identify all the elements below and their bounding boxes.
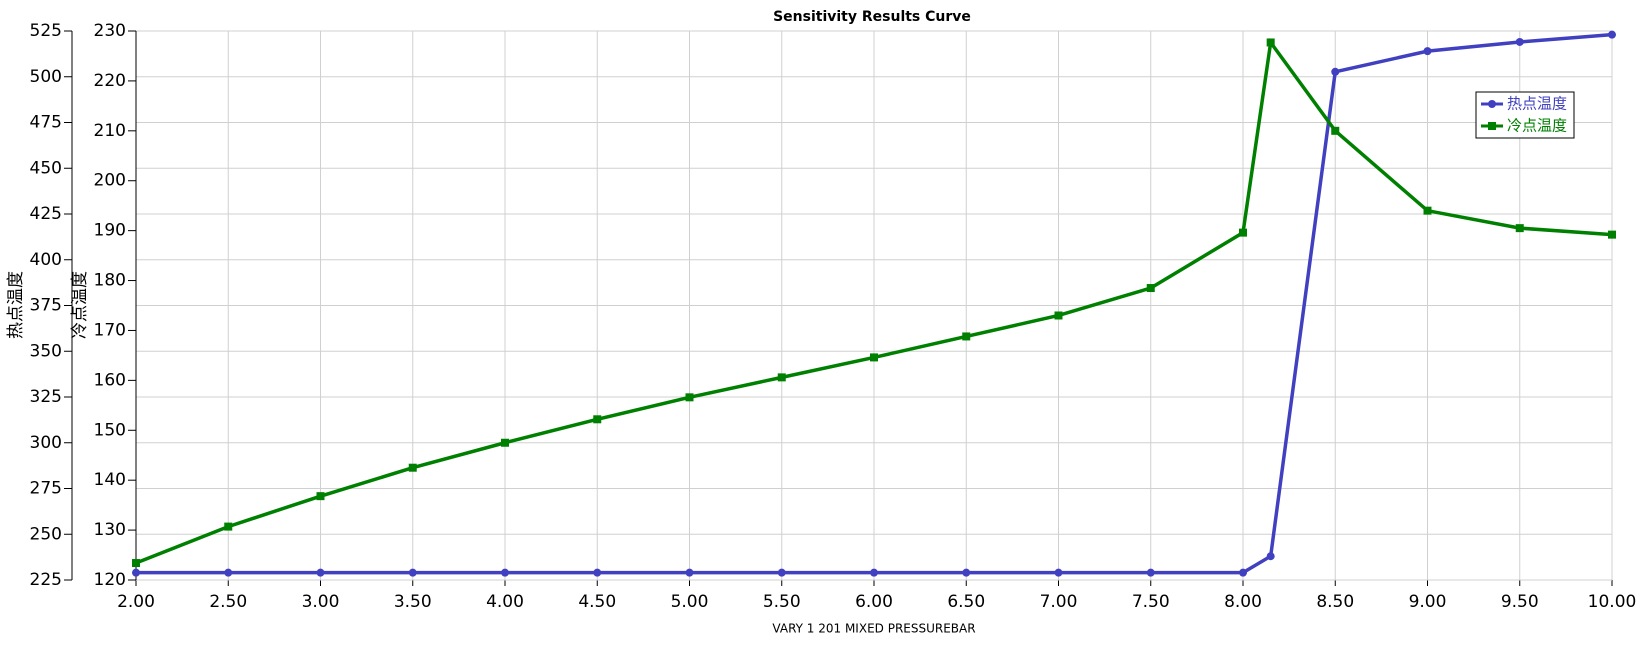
data-marker (1608, 30, 1616, 39)
data-marker (316, 492, 325, 501)
x-tick-label: 3.00 (302, 592, 340, 612)
x-tick-label: 10.00 (1588, 592, 1637, 612)
x-tick-label: 6.00 (855, 592, 893, 612)
data-marker (685, 568, 694, 577)
data-marker (224, 522, 233, 531)
y2-tick-label: 160 (94, 370, 126, 390)
x-tick-label: 8.00 (1224, 592, 1262, 612)
y-axis-title: 热点温度 (6, 271, 26, 339)
x-tick-label: 2.50 (209, 592, 247, 612)
data-marker (1515, 37, 1524, 46)
data-marker (1239, 568, 1247, 577)
data-marker (777, 373, 786, 382)
y-tick-label: 325 (30, 387, 62, 407)
x-tick-label: 4.50 (578, 592, 616, 612)
data-marker (870, 568, 878, 577)
data-marker (593, 415, 602, 424)
data-line (135, 37, 1613, 565)
y-tick-label: 375 (30, 296, 62, 316)
y-tick-label: 450 (30, 158, 62, 178)
y-tick-label: 300 (30, 433, 62, 453)
data-marker (1608, 230, 1616, 239)
y-tick-label: 250 (30, 524, 62, 544)
x-axis-title: VARY 1 201 MIXED PRESSUREBAR (772, 622, 975, 636)
y-tick-label: 275 (30, 479, 62, 499)
data-marker (593, 568, 602, 577)
y2-tick-label: 120 (94, 570, 126, 590)
y2-tick-label: 180 (94, 271, 126, 291)
data-marker (1239, 228, 1247, 237)
data-marker (685, 393, 694, 402)
y2-axis-title: 冷点温度 (70, 271, 90, 339)
data-marker (224, 568, 233, 577)
x-tick-label: 6.50 (947, 592, 985, 612)
y2-tick-label: 210 (94, 121, 126, 141)
data-line (136, 32, 1613, 575)
y-tick-label: 425 (30, 204, 62, 224)
legend-marker (1488, 122, 1496, 130)
y2-tick-label: 190 (94, 221, 126, 241)
y-tick-label: 225 (30, 570, 62, 590)
data-marker (1146, 284, 1155, 293)
y-tick-label: 500 (30, 67, 62, 87)
y-tick-label: 350 (30, 341, 62, 361)
data-marker (1266, 552, 1275, 561)
data-marker (1331, 67, 1340, 76)
data-marker (408, 568, 417, 577)
y2-tick-label: 170 (94, 320, 126, 340)
data-marker (316, 568, 325, 577)
y2-tick-label: 220 (94, 71, 126, 91)
y2-tick-label: 150 (94, 420, 126, 440)
data-marker (1146, 568, 1155, 577)
x-tick-label: 3.50 (394, 592, 432, 612)
x-tick-label: 7.00 (1040, 592, 1078, 612)
data-marker (1423, 47, 1432, 56)
y-tick-label: 475 (30, 113, 62, 133)
x-tick-label: 7.50 (1132, 592, 1170, 612)
y2-tick-label: 140 (94, 470, 126, 490)
y2-tick-label: 130 (94, 520, 126, 540)
chart-title: Sensitivity Results Curve (773, 9, 971, 25)
y-tick-label: 525 (30, 21, 62, 41)
data-marker (962, 568, 971, 577)
data-marker (1331, 126, 1340, 135)
x-tick-label: 5.50 (763, 592, 801, 612)
x-tick-label: 8.50 (1316, 592, 1354, 612)
x-tick-label: 9.00 (1409, 592, 1447, 612)
data-marker (132, 568, 140, 577)
data-marker (962, 332, 971, 341)
x-tick-label: 5.00 (671, 592, 709, 612)
legend-label: 热点温度 (1507, 95, 1567, 113)
data-marker (1054, 311, 1063, 320)
data-marker (501, 568, 509, 577)
data-marker (501, 438, 509, 447)
data-marker (777, 568, 786, 577)
x-tick-label: 9.50 (1501, 592, 1539, 612)
legend-label: 冷点温度 (1507, 117, 1567, 135)
y2-tick-label: 230 (94, 21, 126, 41)
data-marker (1515, 224, 1524, 233)
data-marker (1054, 568, 1063, 577)
legend-marker (1488, 100, 1496, 108)
data-marker (1423, 206, 1432, 215)
y-tick-label: 400 (30, 250, 62, 270)
data-marker (870, 353, 878, 362)
data-marker (132, 559, 140, 568)
x-tick-label: 4.00 (486, 592, 524, 612)
x-tick-label: 2.00 (117, 592, 155, 612)
data-marker (408, 463, 417, 472)
y2-tick-label: 200 (94, 171, 126, 191)
legend-box (1475, 91, 1575, 139)
data-marker (1266, 38, 1275, 47)
